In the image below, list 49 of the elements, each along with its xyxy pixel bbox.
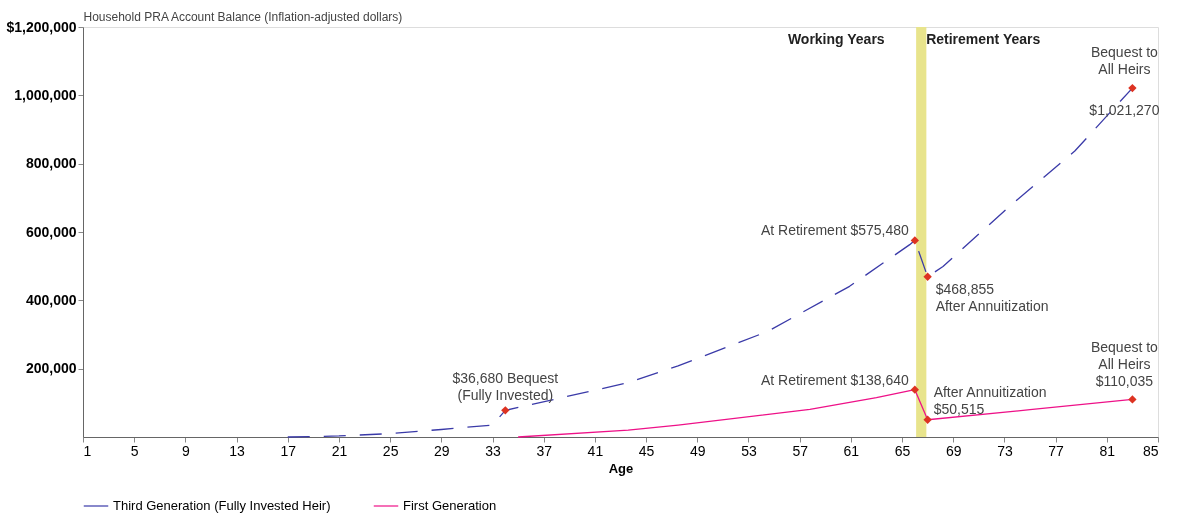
x-tick-label: 85 [1142,442,1159,459]
x-tick-label: 21 [331,442,348,459]
x-tick-label: 53 [741,442,757,459]
point [923,272,932,281]
annotation: After Annuitization $50,515 [933,383,1047,417]
x-tick-label: 25 [382,442,399,459]
annotation: Retirement Years [926,31,1041,47]
x-tick-label: 33 [485,442,502,459]
x-tick-label: 5 [130,442,139,459]
x-tick-label: 57 [792,442,809,459]
x-tick-label: 37 [536,442,553,459]
x-tick-label: 9 [181,442,190,459]
y-tick-label: 800,000 [25,155,77,172]
legend-label: First Generation [403,498,497,513]
annotation: $468,855 After Annuitization [935,280,1049,314]
point [923,415,932,424]
point [501,406,510,415]
x-tick-label: 13 [229,442,246,459]
x-tick-label: 17 [280,442,297,459]
x-tick-label: 61 [843,442,860,459]
y-tick-label: 400,000 [25,291,77,308]
annotation: At Retirement $575,480 [760,222,910,239]
x-axis-title: Age [608,460,634,476]
x-tick-label: 49 [690,442,706,459]
x-tick-label: 45 [638,442,655,459]
legend-label: Third Generation (Fully Invested Heir) [113,498,331,513]
annotation: $36,680 Bequest (Fully Invested) [452,370,559,404]
annotation: Bequest to All Heirs [1090,44,1159,78]
x-tick-label: 81 [1099,442,1116,459]
y-tick-label: $1,200,000 [6,18,77,35]
annotation: $1,021,270 [1089,102,1160,119]
x-tick-label: 1 [83,442,92,459]
x-tick-label: 73 [997,442,1013,459]
y-tick-label: 1,000,000 [14,86,77,103]
point [910,236,920,245]
x-tick-label: 77 [1048,442,1065,459]
point [1128,83,1137,93]
point [1128,395,1137,404]
annotation: At Retirement $138,640 [760,371,910,388]
y-tick-label: 200,000 [25,360,77,377]
y-tick-label: 600,000 [25,223,77,240]
point [910,385,920,394]
annotation: Bequest to All Heirs $110,035 [1090,339,1159,390]
x-tick-label: 29 [434,442,450,459]
y-axis-title: Household PRA Account Balance (Inflation-adjusted dollars) [83,9,403,24]
x-tick-label: 41 [587,442,604,459]
x-tick-label: 69 [945,442,962,459]
x-tick-label: 65 [894,442,911,459]
annotation: Working Years [787,31,885,47]
